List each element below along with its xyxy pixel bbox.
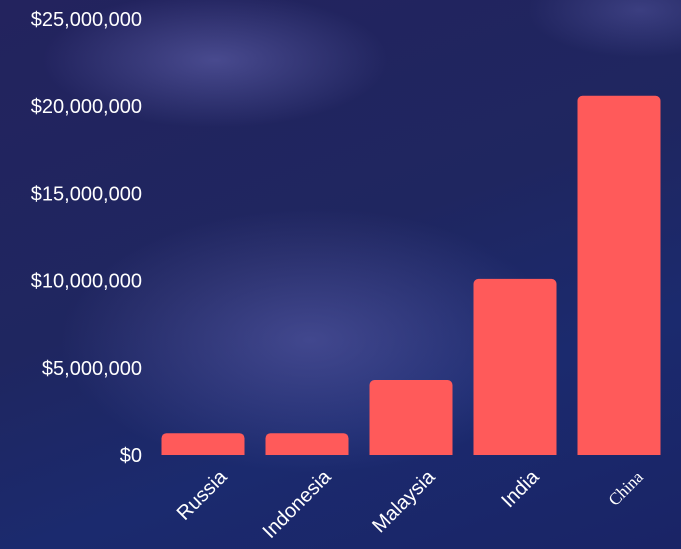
y-tick-label: $20,000,000 [31, 96, 142, 118]
bar-base [473, 449, 557, 455]
bars [161, 95, 661, 456]
y-tick-label: $0 [120, 445, 142, 467]
x-axis: Russia Indonesia Malaysia India China [173, 465, 647, 543]
bar-china [577, 95, 661, 456]
y-tick-label: $15,000,000 [31, 183, 142, 205]
y-tick-label: $25,000,000 [31, 9, 142, 31]
bar-malaysia [369, 380, 453, 455]
y-tick-label: $5,000,000 [42, 358, 142, 380]
bar-india [473, 278, 557, 455]
bar-base [265, 449, 349, 455]
x-tick-label: India [497, 465, 544, 512]
x-tick-label: Indonesia [259, 465, 337, 543]
bar-base [577, 449, 661, 455]
y-axis: $0 $5,000,000 $10,000,000 $15,000,000 $20,00… [31, 9, 142, 467]
x-tick-label: Russia [173, 465, 232, 524]
x-tick-label: China [605, 467, 647, 509]
x-tick-label: Malaysia [368, 465, 440, 537]
bar-base [161, 449, 245, 455]
bar-base [369, 449, 453, 455]
y-tick-label: $10,000,000 [31, 271, 142, 293]
